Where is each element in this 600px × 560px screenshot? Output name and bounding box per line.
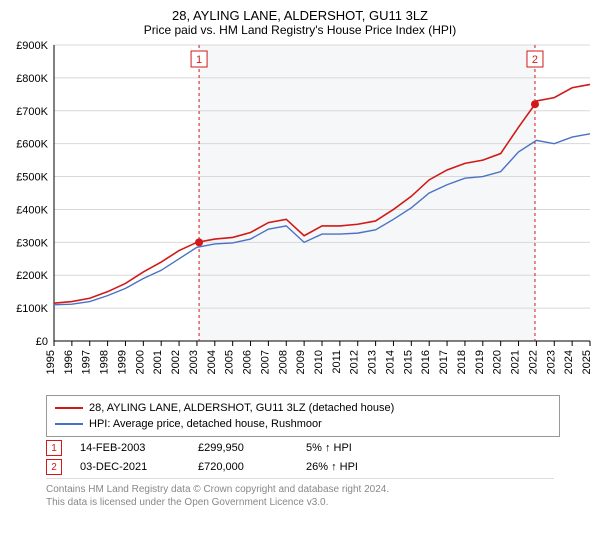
footer-line-2: This data is licensed under the Open Gov… [46, 496, 554, 509]
svg-text:2021: 2021 [510, 350, 522, 374]
svg-text:1995: 1995 [45, 350, 57, 374]
svg-text:2013: 2013 [367, 350, 379, 374]
svg-text:2017: 2017 [438, 350, 450, 374]
marker-row: 1 14-FEB-2003 £299,950 5% ↑ HPI [46, 440, 600, 456]
svg-text:2022: 2022 [527, 350, 539, 374]
marker-price: £720,000 [198, 461, 288, 473]
svg-text:2025: 2025 [581, 350, 593, 374]
svg-text:2014: 2014 [384, 350, 396, 374]
markers-list: 1 14-FEB-2003 £299,950 5% ↑ HPI 2 03-DEC… [0, 440, 600, 475]
svg-text:1997: 1997 [81, 350, 93, 374]
svg-text:£0: £0 [36, 336, 48, 348]
svg-text:2010: 2010 [313, 350, 325, 374]
svg-text:1: 1 [196, 54, 202, 66]
marker-date: 14-FEB-2003 [80, 442, 180, 454]
svg-text:2023: 2023 [545, 350, 557, 374]
svg-text:£100K: £100K [16, 303, 48, 315]
svg-text:£600K: £600K [16, 139, 48, 151]
marker-badge: 1 [46, 440, 62, 456]
legend: 28, AYLING LANE, ALDERSHOT, GU11 3LZ (de… [46, 395, 560, 437]
svg-text:2018: 2018 [456, 350, 468, 374]
svg-text:£500K: £500K [16, 172, 48, 184]
svg-text:2012: 2012 [349, 350, 361, 374]
footer-line-1: Contains HM Land Registry data © Crown c… [46, 483, 554, 496]
svg-text:2000: 2000 [134, 350, 146, 374]
svg-text:1999: 1999 [116, 350, 128, 374]
marker-diff: 5% ↑ HPI [306, 442, 386, 454]
line-chart: £0 £100K £200K £300K £400K £500K £600K £700K £80… [0, 41, 600, 391]
svg-text:£900K: £900K [16, 41, 48, 52]
svg-text:2003: 2003 [188, 350, 200, 374]
svg-text:£400K: £400K [16, 204, 48, 216]
svg-text:£300K: £300K [16, 237, 48, 249]
svg-text:2009: 2009 [295, 350, 307, 374]
legend-label: HPI: Average price, detached house, Rush… [89, 416, 322, 432]
svg-text:2005: 2005 [224, 350, 236, 374]
svg-text:£700K: £700K [16, 106, 48, 118]
marker-diff: 26% ↑ HPI [306, 461, 386, 473]
svg-text:2007: 2007 [259, 350, 271, 374]
svg-text:2019: 2019 [474, 350, 486, 374]
legend-item: 28, AYLING LANE, ALDERSHOT, GU11 3LZ (de… [55, 400, 551, 416]
svg-text:2002: 2002 [170, 350, 182, 374]
svg-text:2001: 2001 [152, 350, 164, 374]
svg-text:2: 2 [532, 54, 538, 66]
svg-text:£800K: £800K [16, 73, 48, 85]
svg-text:2006: 2006 [242, 350, 254, 374]
svg-text:£200K: £200K [16, 270, 48, 282]
footer-attribution: Contains HM Land Registry data © Crown c… [46, 478, 554, 509]
legend-swatch [55, 423, 83, 425]
svg-text:1998: 1998 [99, 350, 111, 374]
svg-text:2016: 2016 [420, 350, 432, 374]
svg-text:1996: 1996 [63, 350, 75, 374]
legend-swatch [55, 407, 83, 409]
chart-subtitle: Price paid vs. HM Land Registry's House … [0, 23, 600, 37]
marker-price: £299,950 [198, 442, 288, 454]
svg-text:2008: 2008 [277, 350, 289, 374]
legend-item: HPI: Average price, detached house, Rush… [55, 416, 551, 432]
marker-date: 03-DEC-2021 [80, 461, 180, 473]
chart-title: 28, AYLING LANE, ALDERSHOT, GU11 3LZ [0, 0, 600, 23]
marker-row: 2 03-DEC-2021 £720,000 26% ↑ HPI [46, 459, 600, 475]
svg-text:2011: 2011 [331, 350, 343, 374]
svg-text:2004: 2004 [206, 350, 218, 374]
svg-text:2020: 2020 [492, 350, 504, 374]
marker-badge: 2 [46, 459, 62, 475]
legend-label: 28, AYLING LANE, ALDERSHOT, GU11 3LZ (de… [89, 400, 394, 416]
svg-text:2015: 2015 [402, 350, 414, 374]
svg-text:2024: 2024 [563, 350, 575, 374]
